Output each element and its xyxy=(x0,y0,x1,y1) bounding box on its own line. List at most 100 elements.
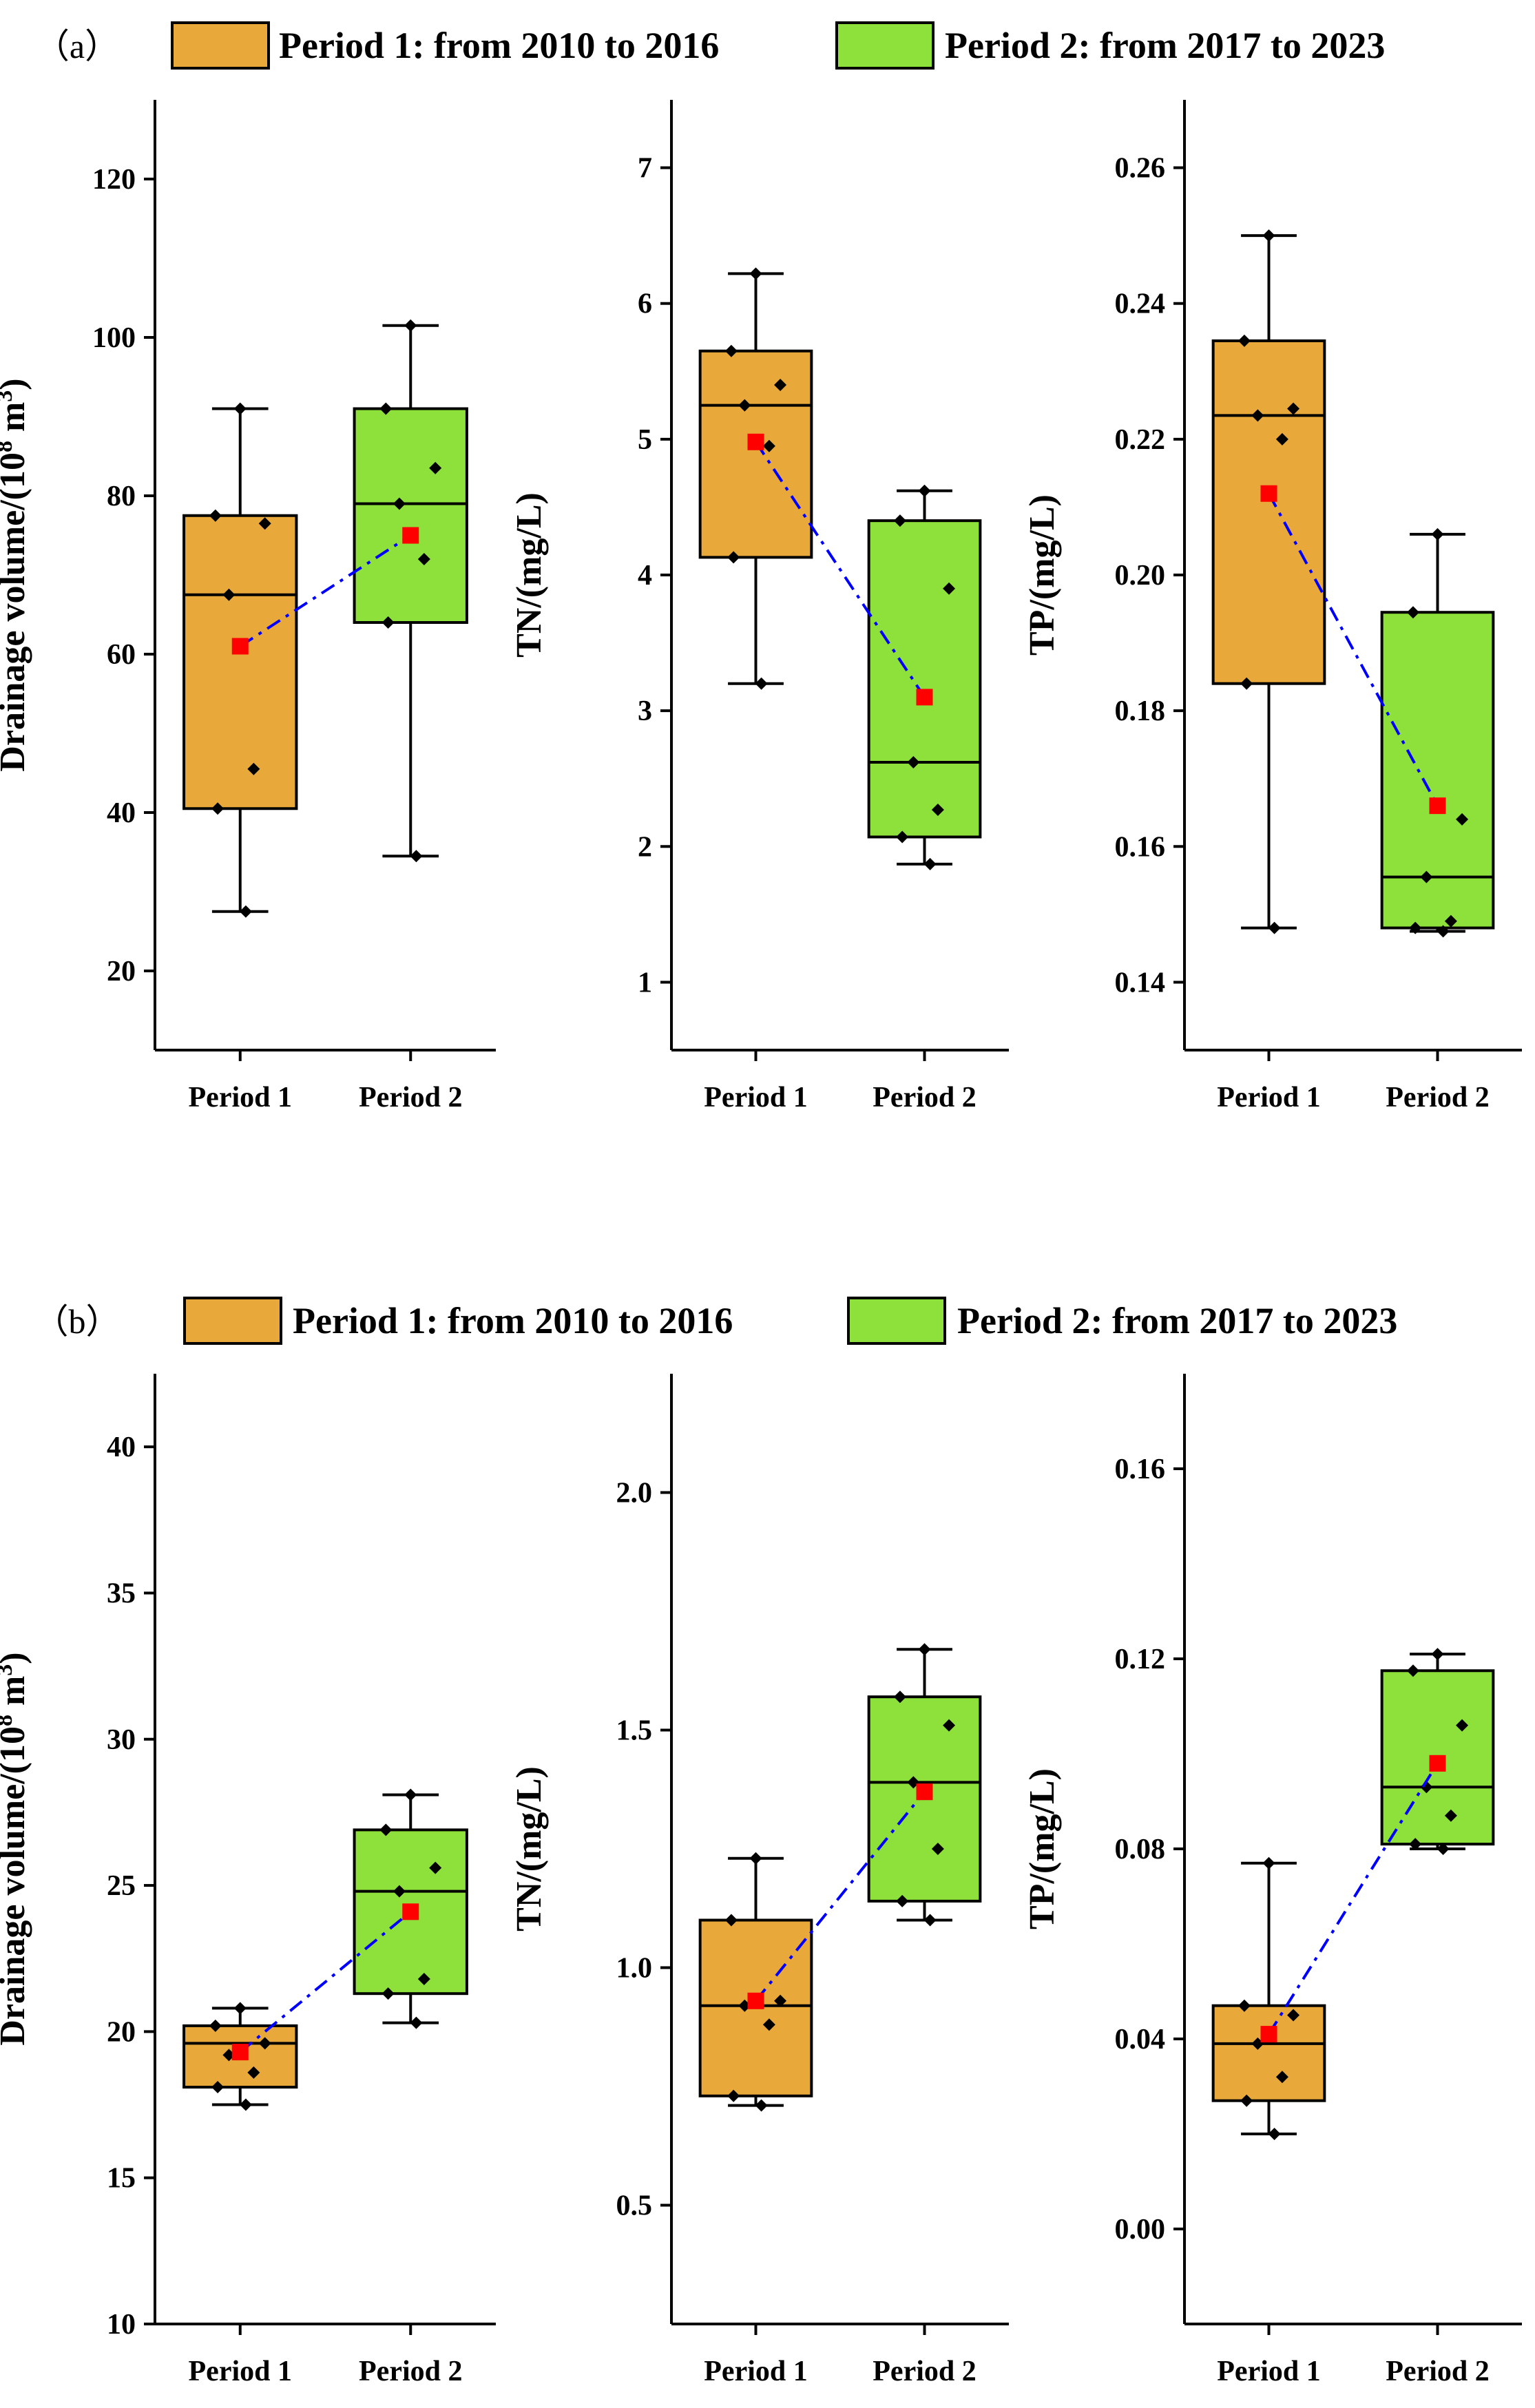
mean-marker xyxy=(402,527,419,544)
x-tick-label: Period 2 xyxy=(1386,1082,1489,1113)
panel-label: （a） xyxy=(35,27,119,65)
legend-label-period-1: Period 1: from 2010 to 2016 xyxy=(279,25,719,66)
data-point xyxy=(896,1894,909,1907)
data-point xyxy=(1409,1838,1422,1851)
iqr-box xyxy=(867,519,982,839)
y-tick-label: 1 xyxy=(638,967,652,998)
y-tick-label: 20 xyxy=(107,956,136,987)
data-point xyxy=(724,344,738,357)
data-point xyxy=(379,402,393,415)
data-point xyxy=(1275,432,1288,446)
mean-marker xyxy=(1429,797,1446,815)
x-tick-label: Period 2 xyxy=(359,1082,462,1113)
data-point xyxy=(1240,677,1253,690)
x-tick-label: Period 1 xyxy=(189,1082,292,1113)
data-point xyxy=(1287,402,1300,415)
iqr-box xyxy=(182,514,298,810)
mean-marker xyxy=(747,433,764,450)
data-point xyxy=(429,1861,442,1874)
y-tick-label: 35 xyxy=(107,1578,136,1609)
data-point xyxy=(749,1852,762,1865)
data-point xyxy=(727,551,740,564)
iqr-box xyxy=(698,349,813,559)
box-chart-2: 1 2 3 4 5 6 7 Period 1 Period 2 TN/(mg/L) xyxy=(510,100,1009,1113)
y-tick-label: 1.5 xyxy=(616,1715,653,1747)
data-point xyxy=(1238,334,1251,347)
box-chart-1: 10 15 20 25 30 35 40 Period 1 Period 2 Drainage v… xyxy=(0,1374,496,2387)
box-period-1 xyxy=(698,1852,813,2112)
legend-swatch-period-2 xyxy=(835,21,934,70)
box-period-2 xyxy=(353,319,468,863)
box-period-1 xyxy=(1211,229,1326,934)
mean-marker xyxy=(231,638,249,655)
data-point xyxy=(1406,1664,1419,1677)
data-point xyxy=(1275,2071,1288,2084)
box-period-2 xyxy=(867,484,982,870)
y-tick-label: 0.5 xyxy=(616,2190,653,2222)
data-point xyxy=(774,1994,787,2007)
y-tick-label: 0.04 xyxy=(1115,2024,1166,2055)
y-tick-label: 0.14 xyxy=(1115,967,1166,998)
data-point xyxy=(222,588,236,601)
y-tick-label: 25 xyxy=(107,1870,136,1902)
data-point xyxy=(893,1690,906,1704)
mean-marker xyxy=(1260,485,1277,502)
x-tick-label: Period 2 xyxy=(359,2356,462,2387)
box-chart-3: 0.14 0.16 0.18 0.20 0.22 0.24 0.26 Period 1 Peri… xyxy=(1023,100,1522,1113)
legend-label-period-1: Period 1: from 2010 to 2016 xyxy=(293,1300,733,1341)
y-axis-title: TN/(mg/L) xyxy=(510,492,549,658)
y-tick-label: 10 xyxy=(107,2309,136,2341)
data-point xyxy=(209,509,222,522)
y-axis-title: Drainage volume/(108 m3) xyxy=(0,378,32,771)
y-tick-label: 100 xyxy=(92,322,136,354)
data-point xyxy=(1431,527,1444,541)
data-point xyxy=(211,802,224,815)
data-point xyxy=(1287,2009,1300,2022)
panel-a: （a） Period 1: from 2010 to 2016 Period 2: … xyxy=(0,21,1522,1113)
y-axis-title: TP/(mg/L) xyxy=(1023,1768,1062,1929)
data-point xyxy=(774,379,787,391)
y-tick-label: 60 xyxy=(107,639,136,671)
y-axis-title: Drainage volume/(108 m3) xyxy=(0,1652,32,2045)
y-tick-label: 40 xyxy=(107,1432,136,1463)
data-point xyxy=(429,461,442,474)
data-point xyxy=(382,1987,395,2000)
data-point xyxy=(1262,229,1275,242)
legend-label-period-2: Period 2: from 2017 to 2023 xyxy=(945,25,1385,66)
y-tick-label: 0.08 xyxy=(1115,1834,1166,1865)
box-period-1 xyxy=(698,267,813,690)
mean-marker xyxy=(1260,2026,1277,2043)
mean-trend-line xyxy=(239,1910,412,2053)
data-point xyxy=(233,402,247,415)
data-point xyxy=(755,677,768,690)
mean-marker xyxy=(747,1992,764,2009)
data-point xyxy=(379,1823,393,1836)
mean-trend-line xyxy=(754,441,926,698)
data-point xyxy=(749,267,762,280)
mean-marker xyxy=(916,689,933,706)
data-point xyxy=(1444,914,1457,928)
data-point xyxy=(1262,1856,1275,1870)
y-tick-label: 3 xyxy=(638,695,652,727)
y-tick-label: 20 xyxy=(107,2016,136,2048)
data-point xyxy=(907,756,920,769)
data-point xyxy=(404,319,417,332)
data-point xyxy=(1456,1719,1469,1732)
x-tick-label: Period 2 xyxy=(873,2356,976,2387)
box-chart-1: 20 40 60 80 100 120 Period 1 Period 2 Drainage v… xyxy=(0,100,496,1113)
y-tick-label: 120 xyxy=(92,164,136,196)
data-point xyxy=(762,2018,775,2031)
mean-trend-line xyxy=(1267,492,1439,807)
data-point xyxy=(755,2099,768,2112)
y-tick-label: 40 xyxy=(107,797,136,829)
data-point xyxy=(896,830,909,844)
data-point xyxy=(417,553,430,565)
data-point xyxy=(1268,921,1281,934)
y-tick-label: 30 xyxy=(107,1724,136,1756)
iqr-box xyxy=(1211,339,1326,685)
x-tick-label: Period 2 xyxy=(1386,2356,1489,2387)
mean-trend-line xyxy=(754,1790,926,2002)
data-point xyxy=(727,2089,740,2102)
